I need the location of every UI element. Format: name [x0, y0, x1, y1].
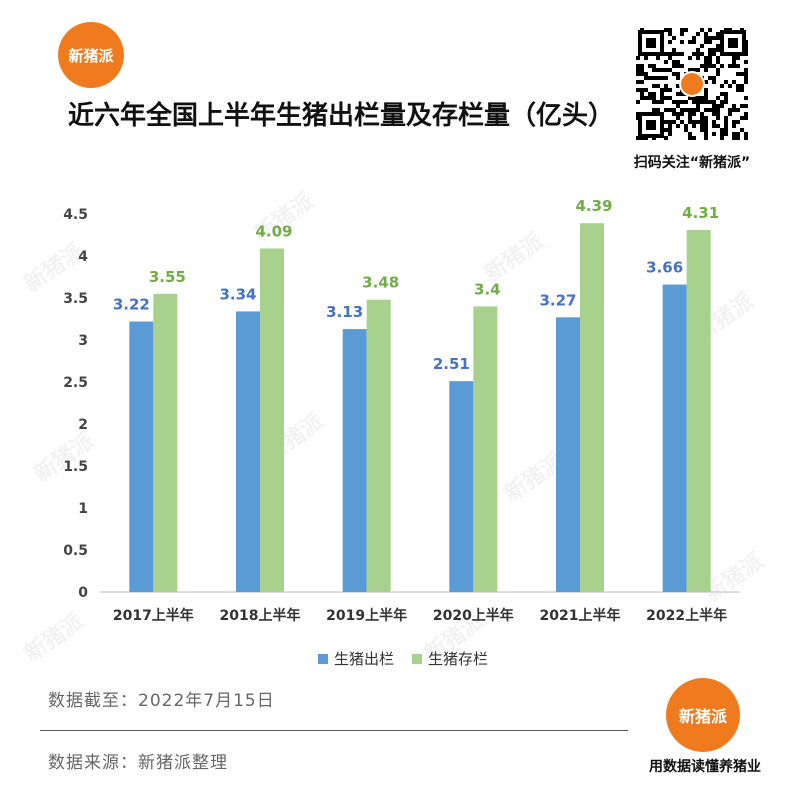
bar-outflow: [449, 381, 474, 592]
chart-legend: 生猪出栏 生猪存栏: [318, 648, 488, 669]
y-tick-label: 3: [78, 333, 88, 349]
data-label: 4.31: [682, 204, 719, 222]
bar-inventory: [260, 248, 284, 592]
legend-swatch-green: [412, 653, 423, 664]
bar-outflow: [662, 284, 687, 592]
bar-outflow: [236, 311, 260, 592]
bar-inventory: [686, 229, 711, 592]
data-label: 3.55: [149, 268, 186, 286]
x-tick-label: 2021上半年: [540, 607, 621, 624]
bar-outflow: [342, 329, 367, 592]
legend-swatch-blue: [318, 653, 328, 664]
data-label: 4.09: [255, 222, 292, 240]
x-tick-label: 2022上半年: [646, 607, 727, 624]
legend-label: 生猪出栏: [334, 650, 395, 668]
bar-inventory: [580, 223, 604, 593]
bar-inventory: [153, 293, 178, 592]
data-label: 3.22: [113, 296, 150, 314]
legend-item-outflow: 生猪出栏: [318, 648, 394, 669]
data-label: 3.4: [474, 280, 501, 298]
data-label: 3.48: [362, 274, 399, 292]
x-tick-label: 2018上半年: [220, 607, 301, 624]
bar-outflow: [556, 317, 580, 592]
chart-title: 近六年全国上半年生猪出栏量及存栏量（亿头）: [68, 101, 615, 131]
x-tick-label: 2017上半年: [113, 607, 194, 624]
data-label: 3.34: [219, 285, 256, 303]
brand-logo-bottom: 新猪派: [666, 678, 740, 752]
bar-inventory: [366, 299, 391, 592]
y-tick-label: 0.5: [63, 543, 88, 559]
x-tick-label: 2020上半年: [433, 607, 514, 624]
y-tick-label: 0: [78, 585, 88, 601]
legend-label: 生猪存栏: [428, 650, 489, 668]
y-tick-label: 2.5: [63, 375, 88, 391]
brand-logo: 新猪派: [58, 22, 124, 88]
qr-code[interactable]: [636, 28, 748, 140]
slogan: 用数据读懂养猪业: [649, 759, 761, 775]
bar-outflow: [129, 321, 154, 592]
y-tick-label: 1: [78, 501, 88, 517]
y-tick-label: 3.5: [63, 291, 88, 307]
data-label: 3.66: [646, 259, 683, 277]
divider: [40, 730, 628, 731]
legend-item-inventory: 生猪存栏: [412, 648, 488, 669]
y-tick-label: 4.5: [63, 207, 88, 223]
data-label: 4.39: [575, 197, 612, 215]
data-label: 3.13: [326, 303, 363, 321]
qr-caption: 扫码关注“新猪派”: [633, 155, 751, 171]
y-tick-label: 4: [78, 249, 88, 265]
bar-inventory: [473, 306, 498, 592]
data-date-note: 数据截至：2022年7月15日: [48, 691, 275, 711]
data-source-note: 数据来源：新猪派整理: [48, 753, 228, 773]
data-label: 3.27: [539, 291, 576, 309]
bar-chart: 0 0.5 1 1.5 2 2.5 3 3.5 4 4.5 3.22 3.55 2017上半年 3.34 4…: [63, 197, 740, 624]
data-label: 2.51: [433, 355, 470, 373]
y-tick-label: 1.5: [63, 459, 88, 475]
x-tick-label: 2019上半年: [326, 607, 407, 624]
y-tick-label: 2: [78, 417, 88, 433]
